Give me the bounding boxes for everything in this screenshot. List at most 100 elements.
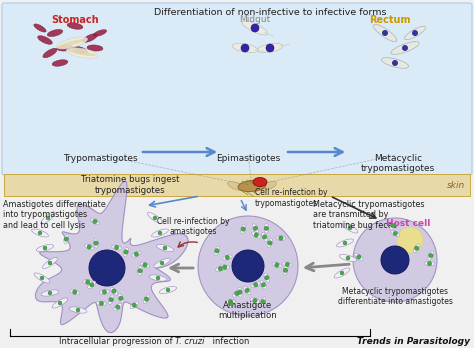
Text: Epimastigotes: Epimastigotes (216, 154, 280, 163)
Ellipse shape (267, 238, 273, 248)
Circle shape (393, 231, 397, 236)
Circle shape (138, 269, 142, 273)
Circle shape (381, 246, 409, 274)
Circle shape (340, 271, 344, 275)
Ellipse shape (36, 244, 54, 252)
Ellipse shape (66, 48, 98, 58)
Ellipse shape (264, 223, 269, 234)
FancyBboxPatch shape (2, 3, 472, 175)
Ellipse shape (94, 238, 98, 248)
Ellipse shape (253, 177, 267, 187)
Circle shape (215, 248, 219, 253)
Ellipse shape (93, 30, 107, 36)
Ellipse shape (152, 229, 169, 237)
Circle shape (144, 297, 149, 301)
Ellipse shape (390, 221, 396, 230)
Ellipse shape (123, 247, 128, 257)
Circle shape (134, 252, 138, 256)
Circle shape (428, 253, 433, 258)
Polygon shape (36, 181, 188, 333)
Circle shape (268, 241, 272, 245)
Circle shape (40, 276, 44, 280)
Circle shape (158, 231, 162, 235)
Ellipse shape (34, 273, 50, 283)
Circle shape (58, 301, 62, 305)
Ellipse shape (47, 30, 63, 37)
Text: T. cruzi: T. cruzi (175, 337, 204, 346)
Ellipse shape (222, 255, 232, 260)
Circle shape (132, 303, 137, 307)
Circle shape (160, 261, 164, 265)
Ellipse shape (109, 295, 114, 304)
Ellipse shape (244, 286, 251, 294)
Circle shape (102, 290, 107, 294)
Ellipse shape (283, 262, 292, 267)
Ellipse shape (257, 44, 283, 53)
Circle shape (237, 290, 242, 294)
Circle shape (266, 44, 274, 52)
Circle shape (263, 235, 267, 239)
Text: Cell re-infection by
trypomastigotes: Cell re-infection by trypomastigotes (255, 188, 328, 208)
Ellipse shape (391, 230, 400, 237)
Ellipse shape (262, 232, 267, 242)
Ellipse shape (260, 297, 266, 306)
Ellipse shape (404, 26, 426, 40)
Text: infection: infection (210, 337, 249, 346)
Ellipse shape (237, 287, 242, 297)
Ellipse shape (58, 39, 85, 47)
Ellipse shape (96, 301, 106, 306)
Circle shape (38, 231, 42, 235)
Ellipse shape (159, 286, 177, 293)
Ellipse shape (391, 42, 419, 54)
Ellipse shape (342, 223, 358, 233)
Text: Metacyclic trypomastigotes
are transmitted by
triatomine bug feces: Metacyclic trypomastigotes are transmitt… (313, 200, 425, 230)
Text: skin: skin (447, 181, 465, 190)
Ellipse shape (232, 44, 258, 53)
Ellipse shape (374, 24, 397, 42)
Text: Cell re-infection by
amastigotes: Cell re-infection by amastigotes (157, 216, 229, 236)
Circle shape (85, 280, 90, 284)
Circle shape (48, 261, 52, 265)
Ellipse shape (100, 290, 109, 294)
Text: Trypomastigotes: Trypomastigotes (63, 154, 137, 163)
Text: Triatomine bugs ingest
trypomastigotes: Triatomine bugs ingest trypomastigotes (81, 175, 179, 195)
Circle shape (124, 250, 128, 254)
Text: Intracellular progression of: Intracellular progression of (59, 337, 175, 346)
Circle shape (235, 291, 239, 296)
Circle shape (382, 30, 388, 36)
Ellipse shape (70, 290, 80, 295)
Ellipse shape (67, 23, 83, 29)
Ellipse shape (37, 35, 52, 44)
Circle shape (218, 267, 223, 271)
Text: Differentiation of non-infective to infective forms: Differentiation of non-infective to infe… (154, 8, 386, 17)
Circle shape (261, 283, 265, 287)
Circle shape (251, 24, 259, 32)
Circle shape (143, 263, 147, 267)
Circle shape (397, 227, 423, 253)
Ellipse shape (154, 259, 170, 268)
Circle shape (253, 298, 257, 303)
Circle shape (241, 227, 246, 231)
Circle shape (343, 241, 347, 245)
Circle shape (93, 219, 97, 224)
Circle shape (279, 236, 283, 240)
Circle shape (228, 300, 233, 304)
Text: Metacyclic
trypomastigotes: Metacyclic trypomastigotes (361, 154, 435, 173)
Ellipse shape (34, 24, 46, 32)
Ellipse shape (69, 307, 87, 313)
Ellipse shape (91, 218, 99, 225)
Circle shape (392, 60, 398, 66)
Ellipse shape (382, 58, 409, 68)
Ellipse shape (214, 246, 219, 256)
Text: Host cell: Host cell (386, 219, 430, 228)
Text: Amastigote
multiplication: Amastigote multiplication (219, 301, 277, 320)
Ellipse shape (149, 275, 167, 281)
Ellipse shape (242, 21, 268, 35)
Ellipse shape (82, 34, 97, 42)
Circle shape (264, 276, 269, 280)
Ellipse shape (283, 265, 288, 275)
Ellipse shape (41, 212, 55, 224)
Ellipse shape (252, 232, 261, 238)
Ellipse shape (425, 261, 435, 266)
Ellipse shape (43, 258, 57, 269)
